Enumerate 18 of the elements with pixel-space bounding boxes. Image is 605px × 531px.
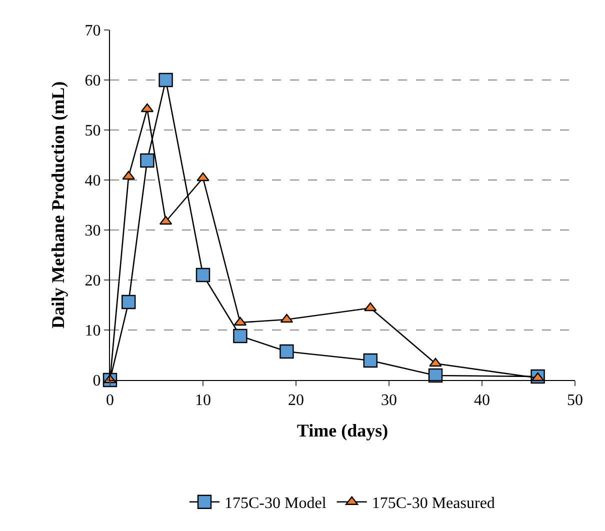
legend-label: 175C-30 Model <box>224 495 327 512</box>
x-tick-label: 40 <box>474 392 490 410</box>
y-tick-label: 10 <box>84 322 101 340</box>
x-axis-title: Time (days) <box>296 420 388 440</box>
y-tick-label: 20 <box>84 272 101 290</box>
y-axis-title: Daily Methane Production (mL) <box>48 81 68 329</box>
x-tick-label: 30 <box>381 392 397 410</box>
x-tick-label: 50 <box>567 392 583 410</box>
x-tick-label: 20 <box>288 392 304 410</box>
y-tick-label: 0 <box>92 372 101 390</box>
y-tick-label: 70 <box>84 22 101 40</box>
y-tick-label: 30 <box>84 222 101 240</box>
y-tick-label: 40 <box>84 172 101 190</box>
x-tick-label: 10 <box>195 392 211 410</box>
legend-label: 175C-30 Measured <box>372 495 495 512</box>
x-tick-label: 0 <box>106 392 114 410</box>
y-tick-label: 50 <box>84 122 101 140</box>
y-tick-label: 60 <box>84 72 101 90</box>
